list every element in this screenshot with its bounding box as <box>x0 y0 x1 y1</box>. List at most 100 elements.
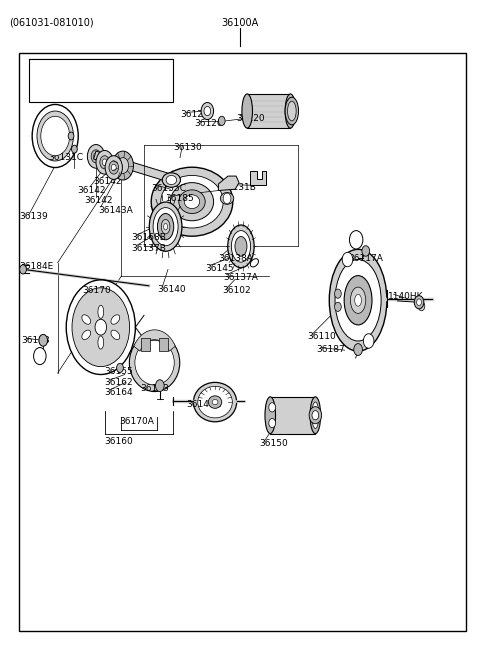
Circle shape <box>414 296 424 309</box>
Circle shape <box>156 380 164 392</box>
Text: 36185: 36185 <box>166 194 194 203</box>
Ellipse shape <box>312 411 319 420</box>
Text: 36146A: 36146A <box>186 399 221 409</box>
Text: 36145: 36145 <box>205 263 234 273</box>
Ellipse shape <box>135 340 174 385</box>
Ellipse shape <box>329 249 387 351</box>
Circle shape <box>204 106 211 116</box>
Ellipse shape <box>98 336 104 349</box>
Ellipse shape <box>242 94 252 128</box>
Circle shape <box>109 161 119 174</box>
Ellipse shape <box>184 194 200 209</box>
Ellipse shape <box>162 173 180 187</box>
Ellipse shape <box>228 225 254 268</box>
Circle shape <box>112 151 133 180</box>
Ellipse shape <box>350 287 366 313</box>
Ellipse shape <box>310 397 321 434</box>
Text: 36102: 36102 <box>223 286 252 295</box>
Circle shape <box>34 348 46 365</box>
Ellipse shape <box>265 397 276 434</box>
Text: 36131C: 36131C <box>48 153 83 162</box>
Text: (061031-081010): (061031-081010) <box>10 17 94 27</box>
Circle shape <box>68 132 74 140</box>
Ellipse shape <box>309 407 322 424</box>
Text: 36163: 36163 <box>140 384 169 394</box>
Circle shape <box>91 150 101 163</box>
Circle shape <box>418 302 425 311</box>
Text: 36110: 36110 <box>307 332 336 341</box>
Ellipse shape <box>355 294 361 306</box>
Text: 36137B: 36137B <box>132 244 167 253</box>
Text: 36160: 36160 <box>105 437 133 446</box>
Text: 36142: 36142 <box>84 196 112 205</box>
Ellipse shape <box>157 214 174 240</box>
Ellipse shape <box>288 101 296 121</box>
Text: 36164: 36164 <box>105 388 133 397</box>
Wedge shape <box>134 330 175 351</box>
Text: 2: 2 <box>37 351 42 361</box>
Ellipse shape <box>82 330 91 340</box>
Text: 36131B: 36131B <box>221 183 256 192</box>
Circle shape <box>269 403 276 412</box>
Circle shape <box>72 145 77 153</box>
Text: 36100A: 36100A <box>221 18 259 28</box>
Ellipse shape <box>130 334 180 392</box>
Ellipse shape <box>285 94 296 128</box>
Polygon shape <box>94 151 178 184</box>
Text: 36137A: 36137A <box>224 273 259 282</box>
Ellipse shape <box>161 175 223 228</box>
Ellipse shape <box>344 276 372 325</box>
Text: 36140: 36140 <box>157 284 186 294</box>
Circle shape <box>96 150 113 174</box>
Circle shape <box>32 104 78 168</box>
Circle shape <box>87 145 105 168</box>
Circle shape <box>100 156 109 169</box>
Text: 36117A: 36117A <box>348 254 384 263</box>
Polygon shape <box>218 176 239 191</box>
Text: 36127: 36127 <box>180 110 209 120</box>
Bar <box>141 338 150 351</box>
Text: 1140HK: 1140HK <box>388 292 423 302</box>
Circle shape <box>105 156 122 179</box>
Text: 36120: 36120 <box>236 114 265 123</box>
Ellipse shape <box>251 259 258 267</box>
Ellipse shape <box>312 402 319 428</box>
Circle shape <box>362 246 370 256</box>
Text: 36139: 36139 <box>19 212 48 221</box>
Circle shape <box>95 319 107 335</box>
Polygon shape <box>250 171 266 185</box>
Ellipse shape <box>166 175 177 185</box>
Circle shape <box>94 153 98 160</box>
Ellipse shape <box>149 202 182 251</box>
Circle shape <box>41 116 70 156</box>
Text: 36170: 36170 <box>83 286 111 295</box>
Ellipse shape <box>82 315 91 325</box>
Circle shape <box>335 289 341 298</box>
Text: 36184E: 36184E <box>19 261 53 271</box>
Bar <box>29 59 173 102</box>
Text: 36142: 36142 <box>94 177 122 186</box>
Ellipse shape <box>153 208 178 246</box>
Text: 36135C: 36135C <box>151 184 186 193</box>
Bar <box>19 53 466 631</box>
Circle shape <box>66 280 135 374</box>
Circle shape <box>349 231 363 249</box>
Ellipse shape <box>161 219 170 234</box>
Ellipse shape <box>170 183 214 221</box>
Text: 1: 1 <box>354 235 359 244</box>
Ellipse shape <box>164 223 168 230</box>
Ellipse shape <box>335 260 381 341</box>
Circle shape <box>117 363 123 373</box>
Ellipse shape <box>111 315 120 325</box>
Text: NOTE: NOTE <box>33 62 58 72</box>
Ellipse shape <box>235 237 247 256</box>
Text: 36138A: 36138A <box>218 254 253 263</box>
Circle shape <box>201 102 214 120</box>
Circle shape <box>102 159 107 166</box>
Ellipse shape <box>220 193 234 204</box>
Ellipse shape <box>231 231 251 262</box>
Circle shape <box>39 334 48 346</box>
Circle shape <box>218 116 225 125</box>
Ellipse shape <box>212 399 218 405</box>
Circle shape <box>354 344 362 355</box>
